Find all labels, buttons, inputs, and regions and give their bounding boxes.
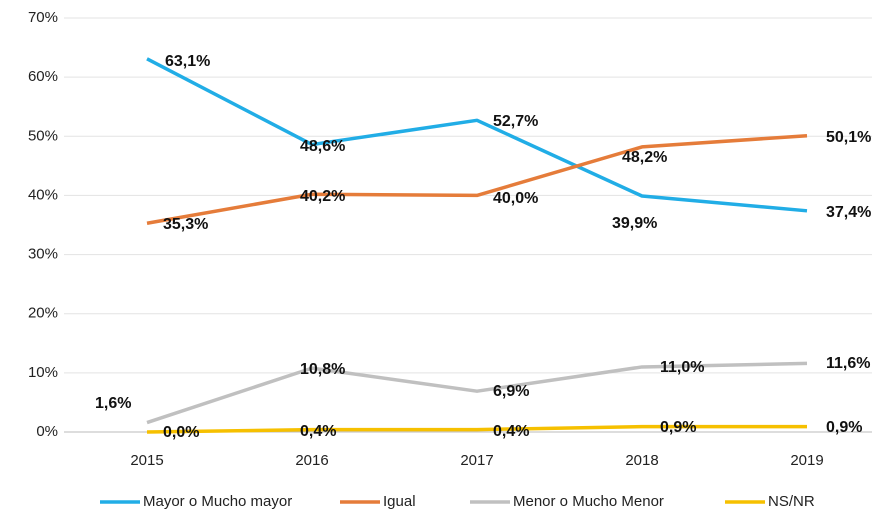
y-tick-label: 30% — [28, 246, 58, 263]
data-label: 0,4% — [493, 423, 529, 440]
series-line — [146, 361, 808, 425]
data-label: 1,6% — [95, 395, 131, 412]
legend-label: Igual — [383, 493, 416, 510]
data-label: 11,0% — [660, 359, 704, 376]
y-tick-label: 60% — [28, 68, 58, 85]
data-label: 63,1% — [165, 53, 210, 70]
x-tick-label: 2015 — [130, 452, 163, 469]
data-label: 0,9% — [826, 419, 862, 436]
data-label: 0,4% — [300, 423, 336, 440]
y-tick-label: 40% — [28, 186, 58, 203]
series-line — [146, 424, 807, 434]
y-tick-label: 10% — [28, 364, 58, 381]
legend-label: Menor o Mucho Menor — [513, 493, 664, 510]
legend-label: Mayor o Mucho mayor — [143, 493, 292, 510]
legend-label: NS/NR — [768, 493, 815, 510]
data-label: 50,1% — [826, 129, 871, 146]
y-tick-label: 20% — [28, 305, 58, 322]
data-label: 39,9% — [612, 215, 657, 232]
x-tick-label: 2019 — [790, 452, 823, 469]
data-label: 11,6% — [826, 355, 870, 372]
y-tick-label: 50% — [28, 127, 58, 144]
data-label: 52,7% — [493, 113, 538, 130]
y-tick-label: 0% — [36, 423, 58, 440]
data-label: 6,9% — [493, 383, 529, 400]
data-label: 35,3% — [163, 216, 208, 233]
data-label: 0,0% — [163, 424, 199, 441]
series-line — [146, 57, 808, 213]
y-tick-label: 70% — [28, 9, 58, 26]
data-label: 40,0% — [493, 190, 538, 207]
data-label: 48,2% — [622, 149, 667, 166]
data-label: 37,4% — [826, 204, 871, 221]
data-label: 48,6% — [300, 138, 345, 155]
data-label: 0,9% — [660, 419, 696, 436]
series-line — [146, 133, 808, 225]
x-tick-label: 2016 — [295, 452, 328, 469]
data-label: 40,2% — [300, 188, 345, 205]
x-tick-label: 2017 — [460, 452, 493, 469]
x-tick-label: 2018 — [625, 452, 658, 469]
data-label: 10,8% — [300, 361, 345, 378]
